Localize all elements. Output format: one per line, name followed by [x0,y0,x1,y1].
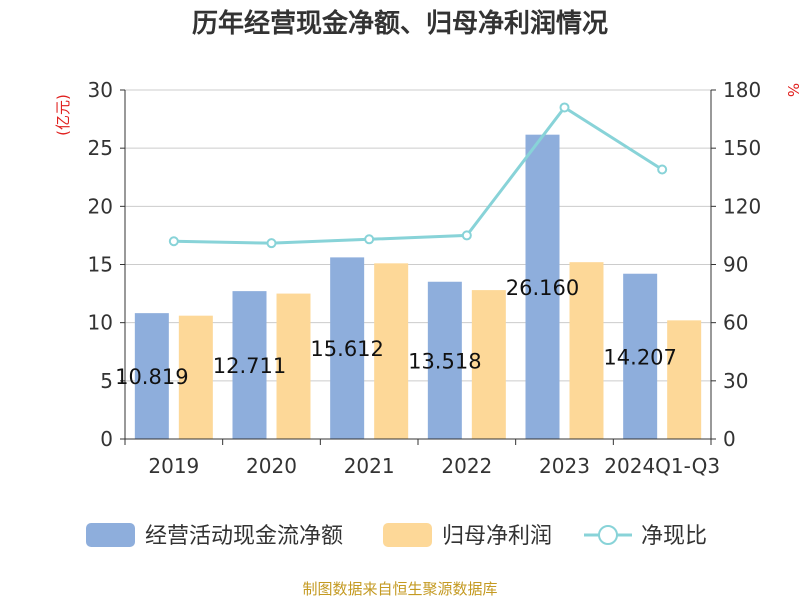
data-label-cash-flow: 14.207 [603,345,676,369]
left-tick-label: 30 [88,78,113,102]
ratio-point [657,164,668,175]
ratio-series-line [173,105,663,245]
left-tick-label: 10 [88,311,113,335]
ratio-point [559,102,570,113]
ratio-point [364,234,375,245]
chart-title: 历年经营现金净额、归母净利润情况 [192,8,608,39]
left-tick-label: 0 [100,427,113,451]
data-label-cash-flow: 10.819 [115,365,188,389]
x-tick-label: 2021 [344,454,395,478]
legend-swatch-cash-flow [86,523,135,547]
data-label-cash-flow: 12.711 [213,354,286,378]
bar-net-profit [569,262,604,439]
legend-marker-ratio [598,525,618,545]
gridlines [125,89,711,382]
x-tick-label: 2019 [148,454,199,478]
left-tick-label: 20 [88,194,113,218]
bar-net-profit [667,320,702,439]
data-label-cash-flow: 15.612 [310,337,383,361]
left-tick-label: 5 [100,369,113,393]
bar-cash-flow [232,291,267,439]
right-tick-label: 120 [723,194,761,218]
legend-label-ratio: 净现比 [641,524,707,549]
ratio-point [168,236,179,247]
right-tick-label: 0 [723,427,736,451]
source-note: 制图数据来自恒生聚源数据库 [302,580,497,598]
ratio-point [461,230,472,241]
data-labels: 10.819 12.711 15.612 13.518 26.160 14.207 [115,276,677,389]
legend: 经营活动现金流净额 归母净利润 净现比 [86,523,707,549]
x-tick-label: 2024Q1-Q3 [604,454,720,478]
right-tick-label: 180 [723,78,761,102]
right-tick-label: 30 [723,369,748,393]
legend-label-net-profit: 归母净利润 [442,524,552,549]
right-tick-label: 150 [723,136,761,160]
bar-cash-flow [134,313,169,439]
left-tick-label: 25 [88,136,113,160]
right-tick-label: 60 [723,311,748,335]
axes: 0 5 10 15 20 25 30 0 30 60 90 120 150 180 2019 2020 2021… [88,78,762,478]
left-axis-unit: (亿元) [54,94,72,136]
x-tick-label: 2023 [539,454,590,478]
bar-net-profit [374,263,409,439]
bar-cash-flow [427,281,462,439]
bar-net-profit [471,290,506,439]
left-tick-label: 15 [88,253,113,277]
bar-cash-flow [525,134,560,439]
legend-label-cash-flow: 经营活动现金流净额 [145,524,343,549]
ratio-point [266,238,277,249]
ratio-line [168,102,668,249]
bar-cash-flow [623,273,658,439]
bar-cash-flow [330,257,365,439]
right-axis-unit: % [784,83,800,97]
bar-net-profit [178,315,213,439]
bars [134,134,702,439]
data-label-cash-flow: 26.160 [506,276,579,300]
legend-swatch-net-profit [383,523,432,547]
x-tick-label: 2020 [246,454,297,478]
right-tick-label: 90 [723,253,748,277]
bar-net-profit [276,293,311,439]
x-tick-label: 2022 [441,454,492,478]
data-label-cash-flow: 13.518 [408,349,481,373]
